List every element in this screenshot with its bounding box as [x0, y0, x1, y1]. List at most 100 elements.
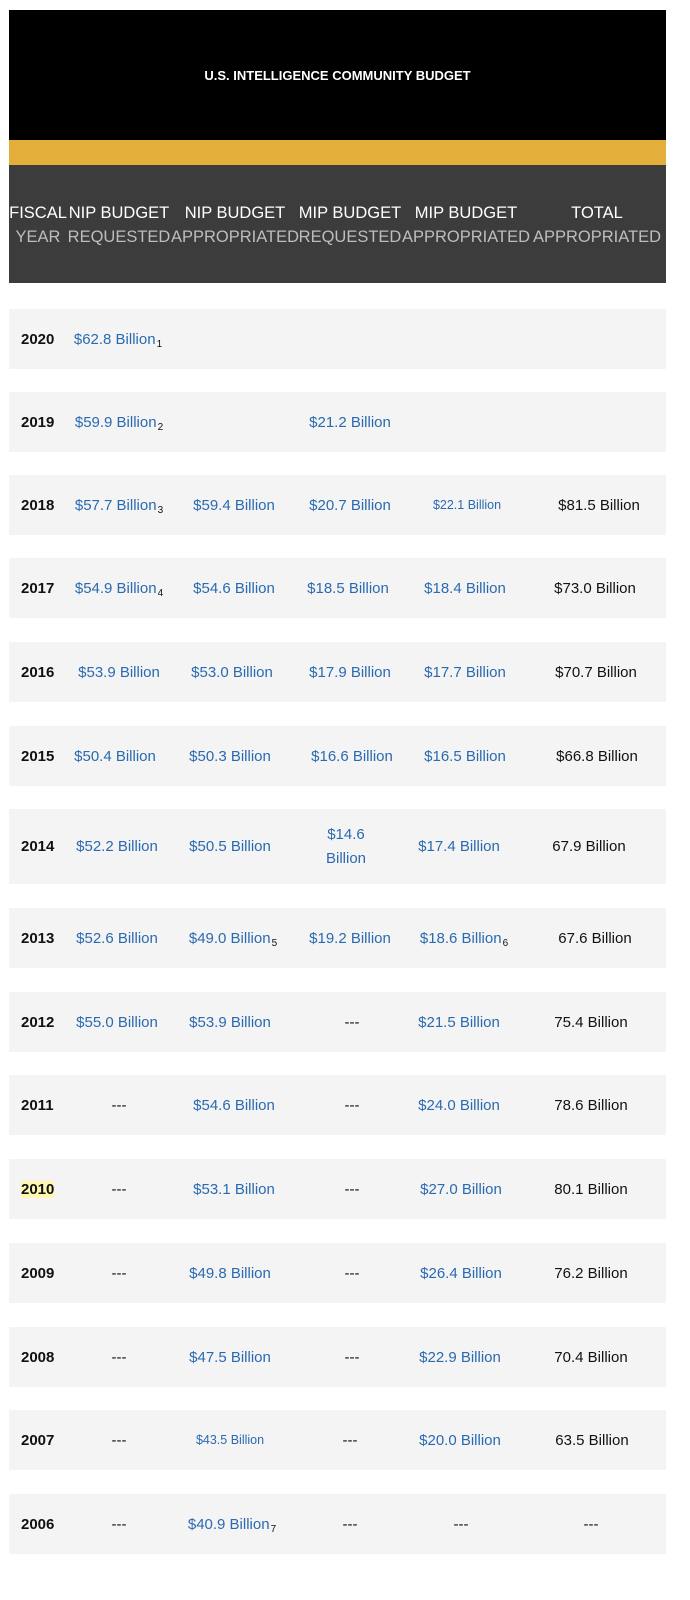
nip-appropriated-link[interactable]: $59.4 Billion — [193, 496, 275, 514]
mip-appropriated-link[interactable]: $17.7 Billion — [424, 663, 506, 681]
nip-appropriated-link[interactable]: $53.9 Billion — [189, 1013, 271, 1031]
footnote-marker[interactable]: 5 — [271, 937, 278, 949]
nip-appropriated-cell: $53.9 Billion — [189, 992, 271, 1052]
nip-requested-cell: --- — [111, 1431, 127, 1449]
total-appropriated: 63.5 Billion — [555, 1431, 629, 1449]
mip-appropriated-link[interactable]: $17.4 Billion — [418, 838, 500, 855]
nip-appropriated-link[interactable]: $54.6 Billion — [193, 579, 275, 597]
mip-requested-cell: $16.6 Billion — [311, 726, 393, 786]
mip-requested-link[interactable]: $21.2 Billion — [309, 413, 391, 431]
fiscal-year: 2012 — [21, 1013, 55, 1031]
fiscal-year: 2013 — [21, 929, 55, 947]
header-nip-requested: NIP BUDGET REQUESTED — [67, 204, 171, 246]
nip-appropriated-cell: $50.3 Billion — [189, 726, 271, 786]
mip-requested-cell: $17.9 Billion — [309, 642, 391, 702]
mip-appropriated-link[interactable]: $22.1 Billion — [432, 498, 502, 512]
nip-requested-cell: $53.9 Billion — [78, 642, 160, 702]
mip-appropriated-link[interactable]: $22.9 Billion — [419, 1348, 501, 1366]
fiscal-year: 2017 — [21, 579, 55, 597]
mip-appropriated-link[interactable]: $26.4 Billion — [420, 1264, 502, 1282]
nip-requested-link[interactable]: $54.9 Billion — [74, 579, 157, 597]
table-row: 2013 $52.6 Billion $49.0 Billion 5 $19.2 … — [9, 908, 666, 968]
mip-appropriated-cell: $20.0 Billion — [419, 1410, 501, 1470]
footnote-marker[interactable]: 7 — [270, 1523, 277, 1535]
nip-appropriated-link[interactable]: $49.0 Billion — [188, 929, 271, 947]
total-appropriated: $70.7 Billion — [555, 663, 637, 681]
footnote-marker[interactable]: 1 — [156, 338, 163, 350]
nip-appropriated-link[interactable]: $53.0 Billion — [191, 663, 273, 681]
nip-appropriated-link[interactable]: $50.3 Billion — [189, 747, 271, 765]
fiscal-year: 2011 — [21, 1096, 54, 1114]
footnote-marker[interactable]: 2 — [157, 421, 164, 433]
nip-requested-link[interactable]: $50.4 Billion — [74, 747, 156, 765]
fiscal-year: 2020 — [21, 330, 55, 348]
total-appropriated: 78.6 Billion — [554, 1096, 628, 1114]
total-appropriated: $73.0 Billion — [554, 579, 636, 597]
nip-requested-cell: --- — [111, 1264, 127, 1282]
mip-appropriated-link[interactable]: $18.4 Billion — [424, 579, 506, 597]
mip-appropriated-cell: $17.4 Billion — [418, 809, 500, 884]
mip-appropriated-link[interactable]: $18.6 Billion — [419, 929, 502, 947]
nip-requested-link[interactable]: $59.9 Billion — [74, 413, 157, 431]
footnote-marker[interactable]: 6 — [502, 937, 509, 949]
page-banner: U.S. INTELLIGENCE COMMUNITY BUDGET — [9, 10, 666, 140]
nip-appropriated-link[interactable]: $49.8 Billion — [189, 1264, 271, 1282]
table-row: 2017 $54.9 Billion 4 $54.6 Billion $18.5 … — [9, 558, 666, 618]
table-row: 2018 $57.7 Billion 3 $59.4 Billion $20.7 … — [9, 475, 666, 535]
nip-appropriated-cell: $53.1 Billion — [193, 1159, 275, 1219]
nip-appropriated-link[interactable]: $43.5 Billion — [195, 1433, 265, 1447]
mip-appropriated-link[interactable]: $21.5 Billion — [418, 1013, 500, 1031]
mip-requested-cell: $14.6 Billion — [315, 809, 377, 884]
mip-requested-link[interactable]: $18.5 Billion — [307, 579, 389, 597]
nip-requested-link[interactable]: $52.6 Billion — [76, 929, 158, 947]
nip-appropriated-link[interactable]: $50.5 Billion — [189, 838, 271, 855]
table-header: FISCAL YEAR NIP BUDGET REQUESTED NIP BUD… — [9, 165, 666, 283]
table-row: 2020 $62.8 Billion 1 — [9, 309, 666, 369]
mip-requested-link[interactable]: $17.9 Billion — [309, 663, 391, 681]
footnote-marker[interactable]: 4 — [157, 587, 164, 599]
nip-appropriated-link[interactable]: $47.5 Billion — [189, 1348, 271, 1366]
table-row: 2012 $55.0 Billion $53.9 Billion --- $21… — [9, 992, 666, 1052]
nip-appropriated-cell: $47.5 Billion — [189, 1327, 271, 1387]
mip-appropriated-link[interactable]: $24.0 Billion — [418, 1096, 500, 1114]
nip-requested-cell: $59.9 Billion 2 — [75, 392, 163, 452]
nip-requested-link[interactable]: $53.9 Billion — [78, 663, 160, 681]
mip-requested-cell: --- — [342, 1431, 358, 1449]
table-row: 2011 --- $54.6 Billion --- $24.0 Billion… — [9, 1075, 666, 1135]
nip-requested-cell: $52.2 Billion — [76, 809, 158, 884]
nip-appropriated-link[interactable]: $53.1 Billion — [193, 1180, 275, 1198]
mip-requested-link[interactable]: $19.2 Billion — [309, 929, 391, 947]
mip-requested-cell: --- — [344, 1264, 360, 1282]
nip-requested-link[interactable]: $57.7 Billion — [74, 496, 157, 514]
fiscal-year: 2019 — [21, 413, 55, 431]
table-row: 2015 $50.4 Billion $50.3 Billion $16.6 B… — [9, 726, 666, 786]
mip-requested-cell: --- — [342, 1515, 358, 1533]
table-row: 2010 --- $53.1 Billion --- $27.0 Billion… — [9, 1159, 666, 1219]
mip-appropriated-link[interactable]: $27.0 Billion — [420, 1180, 502, 1198]
nip-requested-cell: $62.8 Billion 1 — [74, 309, 162, 369]
mip-requested-cell: --- — [344, 1348, 360, 1366]
nip-appropriated-link[interactable]: $54.6 Billion — [193, 1096, 275, 1114]
mip-appropriated-link[interactable]: $16.5 Billion — [424, 747, 506, 765]
table-row: 2007 --- $43.5 Billion --- $20.0 Billion… — [9, 1410, 666, 1470]
header-mip-appropriated: MIP BUDGET APPROPRIATED — [401, 204, 531, 246]
fiscal-year: 2014 — [21, 838, 55, 855]
mip-requested-cell: $21.2 Billion — [309, 392, 391, 452]
nip-requested-cell: $52.6 Billion — [76, 908, 158, 968]
nip-requested-link[interactable]: $52.2 Billion — [76, 838, 158, 855]
header-fiscal-year: FISCAL YEAR — [9, 204, 67, 246]
nip-requested-link[interactable]: $55.0 Billion — [76, 1013, 158, 1031]
nip-appropriated-cell: $59.4 Billion — [193, 475, 275, 535]
mip-requested-link[interactable]: $20.7 Billion — [309, 496, 391, 514]
total-appropriated: 80.1 Billion — [554, 1180, 628, 1198]
nip-requested-cell: $54.9 Billion 4 — [75, 558, 163, 618]
nip-appropriated-cell: $49.0 Billion 5 — [189, 908, 277, 968]
footnote-marker[interactable]: 3 — [157, 504, 164, 516]
nip-appropriated-link[interactable]: $40.9 Billion — [187, 1515, 270, 1533]
nip-requested-link[interactable]: $62.8 Billion — [73, 330, 156, 348]
mip-appropriated-link[interactable]: $20.0 Billion — [419, 1431, 501, 1449]
mip-requested-link[interactable]: $16.6 Billion — [311, 747, 393, 765]
fiscal-year: 2010 — [21, 1159, 55, 1219]
mip-appropriated-cell: $26.4 Billion — [420, 1243, 502, 1303]
mip-requested-link[interactable]: $14.6 Billion — [325, 825, 367, 867]
